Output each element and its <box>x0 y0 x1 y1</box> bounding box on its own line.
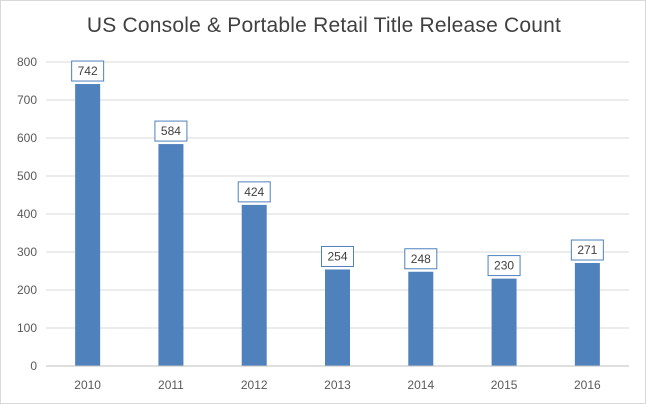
y-tick-label: 700 <box>17 93 37 107</box>
data-label: 248 <box>411 252 431 266</box>
y-tick-label: 600 <box>17 131 37 145</box>
data-label-box <box>570 239 604 261</box>
data-label-box <box>154 120 188 142</box>
y-tick-label: 100 <box>17 321 37 335</box>
data-label: 424 <box>244 185 264 199</box>
data-label-box <box>71 60 105 82</box>
y-tick-label: 0 <box>30 359 37 373</box>
x-tick-label: 2010 <box>74 378 101 392</box>
data-label-box <box>321 245 354 267</box>
data-label-box <box>404 248 438 270</box>
x-tick-label: 2011 <box>158 378 184 392</box>
data-label-box <box>487 255 521 277</box>
data-label: 271 <box>577 243 597 257</box>
bar <box>241 204 267 366</box>
x-tick-label: 2014 <box>407 378 434 392</box>
data-label: 230 <box>494 259 514 273</box>
y-tick-label: 300 <box>17 245 37 259</box>
bar <box>325 269 350 366</box>
y-tick-label: 500 <box>17 169 37 183</box>
x-tick-label: 2012 <box>241 378 268 392</box>
y-tick-label: 200 <box>17 283 37 297</box>
bar <box>574 263 600 366</box>
x-tick-label: 2016 <box>574 378 601 392</box>
data-label: 254 <box>327 249 347 263</box>
data-label: 742 <box>78 64 98 78</box>
x-tick-label: 2015 <box>491 378 518 392</box>
data-label: 584 <box>161 124 181 138</box>
x-tick-label: 2013 <box>324 378 351 392</box>
data-label-box <box>237 181 271 203</box>
y-tick-label: 800 <box>17 55 37 69</box>
bar <box>75 84 101 366</box>
bar <box>158 144 184 366</box>
bar <box>408 271 434 366</box>
y-tick-label: 400 <box>17 207 37 221</box>
bar <box>491 278 517 366</box>
chart-title: US Console & Portable Retail Title Relea… <box>86 14 562 37</box>
